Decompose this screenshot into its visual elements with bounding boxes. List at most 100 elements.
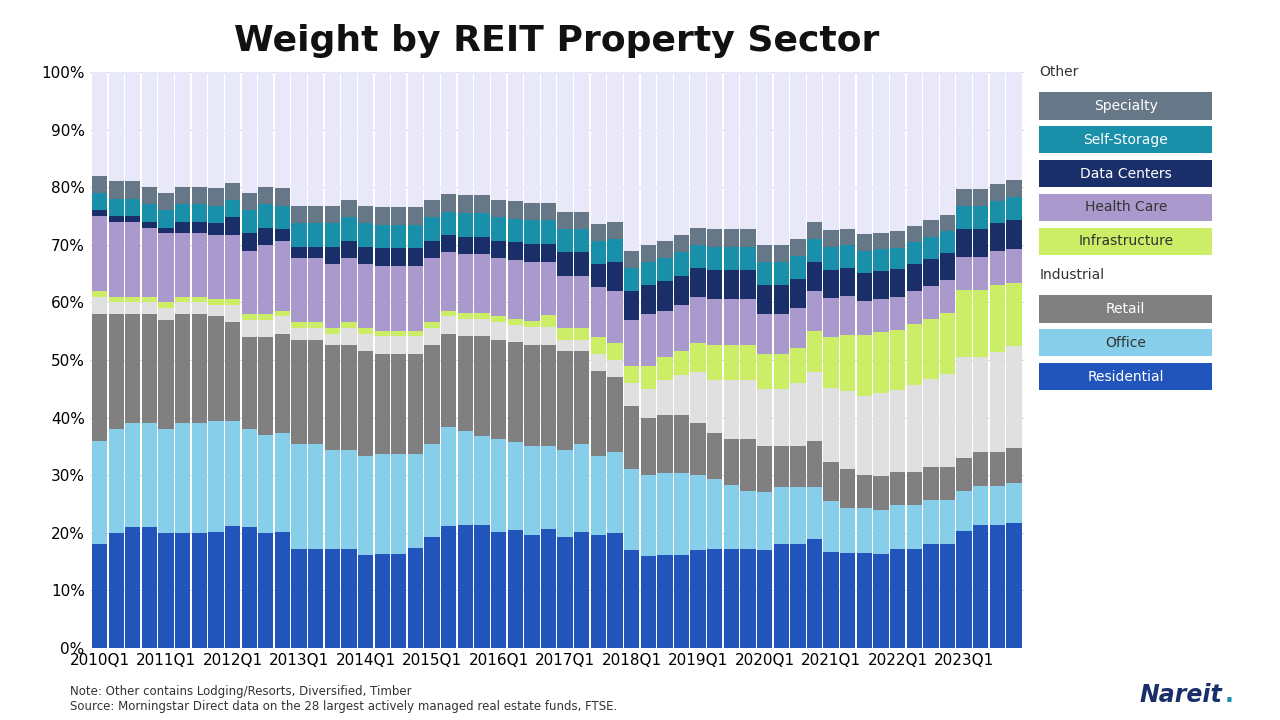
Bar — [508, 260, 524, 319]
Text: .: . — [1225, 683, 1234, 707]
Bar — [956, 357, 972, 458]
Bar — [806, 372, 822, 441]
Bar — [590, 354, 605, 372]
Bar — [590, 72, 605, 225]
Bar — [209, 189, 224, 206]
Bar — [640, 285, 655, 314]
Bar — [508, 343, 524, 442]
Bar — [408, 548, 424, 648]
Bar — [475, 336, 490, 436]
Bar — [358, 72, 374, 206]
Bar — [856, 474, 872, 508]
Bar — [673, 351, 689, 374]
Bar — [823, 72, 838, 230]
Bar — [159, 429, 174, 533]
Bar — [657, 310, 672, 357]
Bar — [192, 187, 207, 204]
Bar — [358, 206, 374, 223]
Bar — [209, 305, 224, 316]
Bar — [690, 245, 705, 268]
Bar — [392, 225, 407, 248]
Bar — [358, 223, 374, 246]
Bar — [906, 72, 922, 225]
Bar — [408, 207, 424, 225]
Bar — [442, 253, 457, 310]
Bar — [923, 72, 938, 220]
Bar — [242, 210, 257, 233]
Bar — [673, 72, 689, 235]
Bar — [773, 446, 788, 487]
Bar — [657, 357, 672, 380]
Bar — [773, 389, 788, 446]
Bar — [192, 72, 207, 187]
Bar — [159, 308, 174, 320]
Bar — [873, 249, 888, 271]
Bar — [840, 72, 855, 228]
Bar — [442, 427, 457, 526]
Bar — [342, 217, 357, 240]
Bar — [1006, 346, 1021, 449]
Bar — [475, 195, 490, 213]
Bar — [259, 337, 274, 435]
Bar — [308, 223, 324, 246]
Bar — [940, 215, 955, 231]
Bar — [342, 346, 357, 450]
Bar — [707, 72, 722, 229]
Bar — [623, 251, 639, 268]
Bar — [225, 299, 241, 305]
Bar — [492, 322, 507, 340]
Bar — [575, 351, 589, 444]
Bar — [525, 321, 539, 328]
Bar — [923, 319, 938, 379]
Bar — [940, 313, 955, 374]
Bar — [325, 246, 340, 264]
Bar — [209, 531, 224, 648]
Bar — [159, 233, 174, 302]
Bar — [442, 316, 457, 334]
Bar — [923, 500, 938, 544]
Bar — [125, 216, 141, 222]
Bar — [607, 452, 622, 533]
Bar — [806, 239, 822, 262]
Bar — [275, 310, 291, 316]
Bar — [740, 72, 755, 229]
Bar — [558, 450, 572, 537]
Bar — [640, 366, 655, 389]
Bar — [242, 72, 257, 193]
Bar — [973, 452, 988, 486]
Bar — [458, 319, 474, 336]
Bar — [740, 491, 755, 549]
Bar — [956, 189, 972, 206]
Bar — [607, 72, 622, 222]
Bar — [125, 527, 141, 648]
Bar — [906, 324, 922, 384]
Bar — [657, 240, 672, 258]
Bar — [623, 366, 639, 383]
Bar — [575, 531, 589, 648]
Bar — [259, 245, 274, 314]
Bar — [673, 374, 689, 415]
Bar — [1006, 482, 1021, 523]
Bar — [806, 222, 822, 239]
Bar — [375, 72, 390, 207]
Bar — [590, 535, 605, 648]
Bar — [225, 72, 241, 183]
Bar — [673, 555, 689, 648]
Bar — [342, 322, 357, 328]
Title: Weight by REIT Property Sector: Weight by REIT Property Sector — [234, 24, 879, 58]
Bar — [92, 210, 108, 216]
Bar — [458, 525, 474, 648]
Bar — [541, 244, 556, 262]
Bar — [508, 202, 524, 219]
Bar — [723, 299, 739, 346]
Bar — [989, 72, 1005, 184]
Bar — [192, 233, 207, 297]
Bar — [242, 527, 257, 648]
Bar — [989, 351, 1005, 452]
Bar — [142, 187, 157, 204]
Bar — [192, 297, 207, 302]
Bar — [723, 485, 739, 549]
Bar — [690, 268, 705, 297]
Bar — [590, 456, 605, 535]
Bar — [442, 194, 457, 212]
